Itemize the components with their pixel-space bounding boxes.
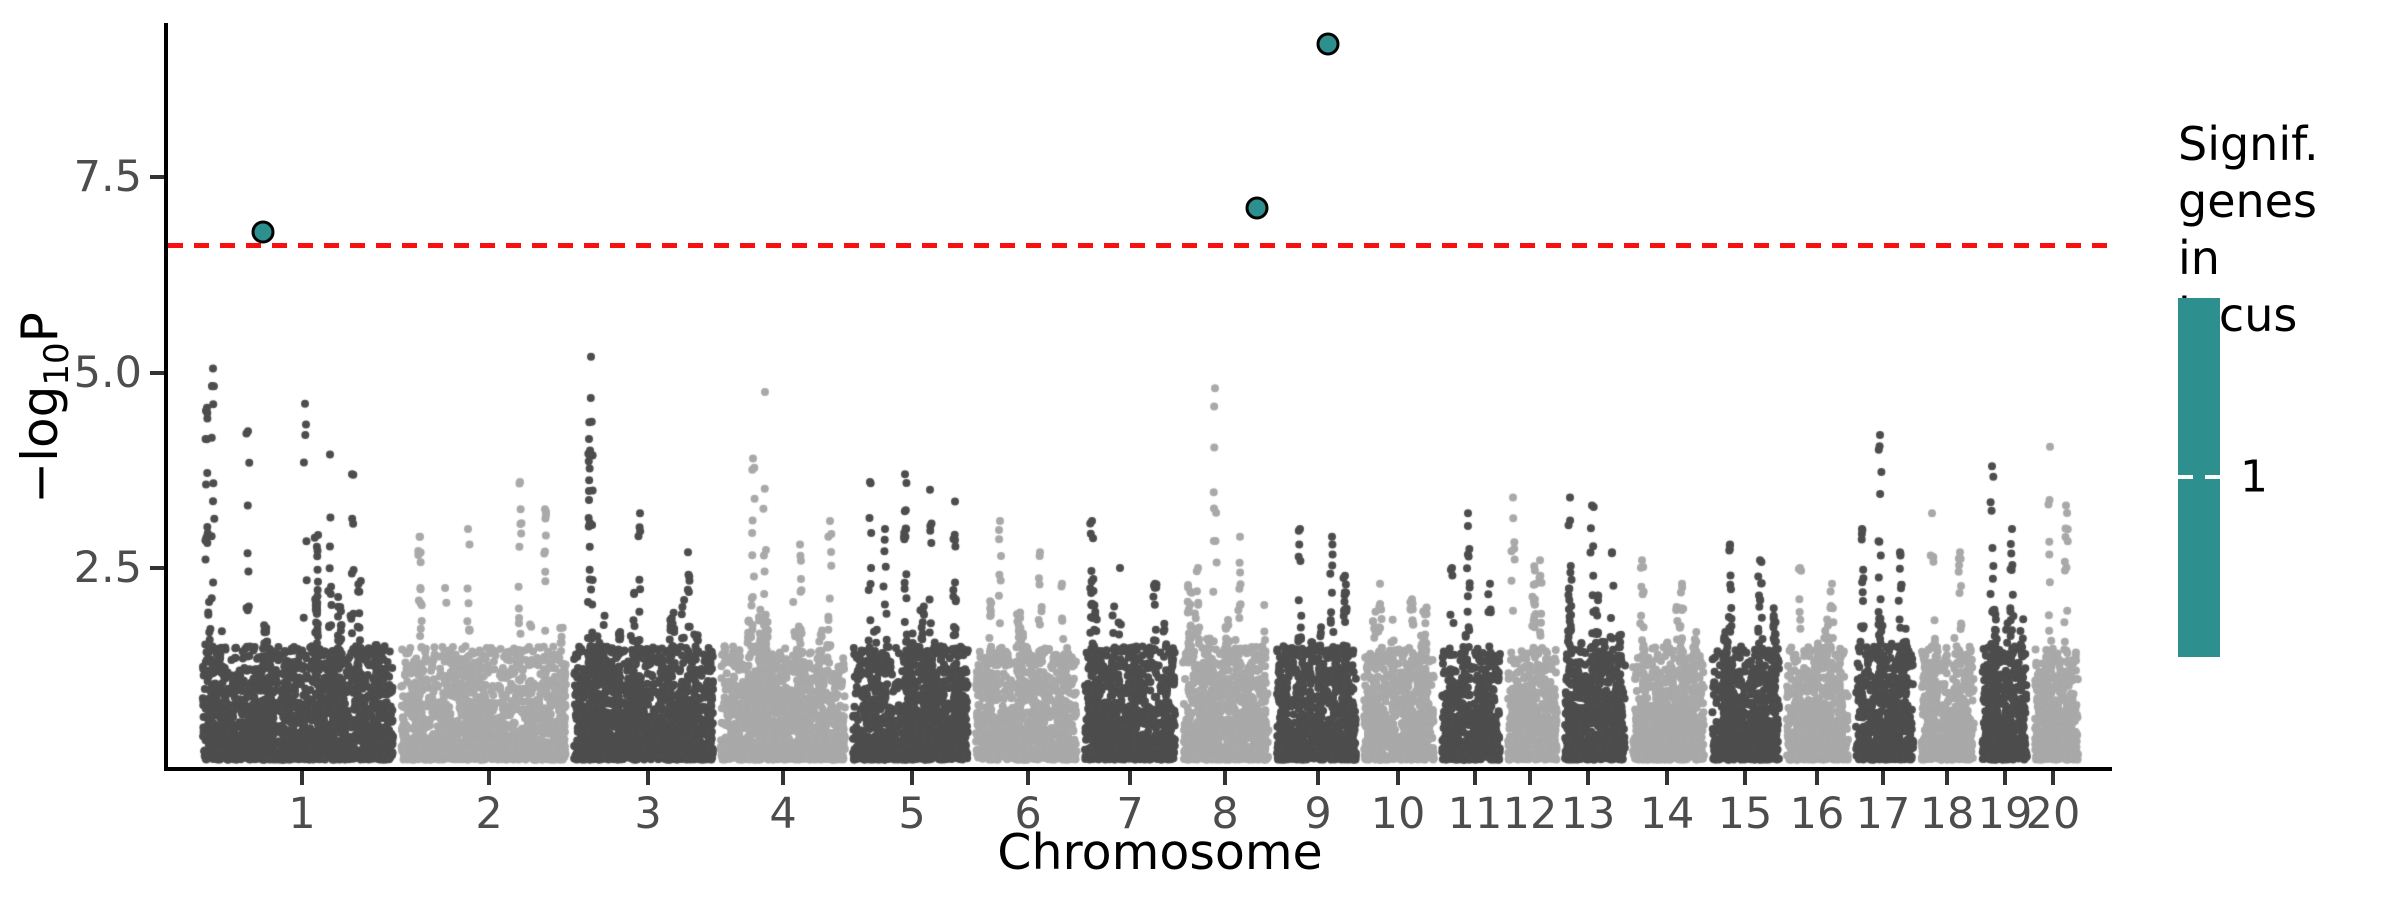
x-tick-label: 15 — [1717, 789, 1773, 839]
x-axis-line — [164, 767, 2112, 771]
y-axis-line — [164, 23, 168, 771]
x-tick-mark — [781, 771, 785, 785]
x-tick-mark — [910, 771, 914, 785]
x-tick-mark — [300, 771, 304, 785]
x-tick-mark — [1665, 771, 1669, 785]
x-tick-label: 3 — [634, 789, 662, 839]
x-tick-label: 9 — [1304, 789, 1332, 839]
x-tick-mark — [1815, 771, 1819, 785]
x-tick-mark — [646, 771, 650, 785]
x-tick-mark — [1026, 771, 1030, 785]
x-tick-label: 19 — [1977, 789, 2033, 839]
x-tick-mark — [1528, 771, 1532, 785]
x-tick-mark — [1473, 771, 1477, 785]
x-tick-label: 11 — [1447, 789, 1503, 839]
x-tick-label: 5 — [898, 789, 926, 839]
x-tick-label: 10 — [1370, 789, 1426, 839]
y-axis-title-subscript: 10 — [37, 342, 77, 386]
x-tick-label: 14 — [1639, 789, 1695, 839]
y-tick-label: 5.0 — [73, 347, 142, 398]
legend-title-line: Signif. — [2178, 117, 2319, 171]
x-tick-mark — [1396, 771, 1400, 785]
x-axis-title: Chromosome — [997, 824, 1323, 881]
y-tick-label: 2.5 — [73, 543, 142, 593]
x-tick-label: 16 — [1789, 789, 1845, 839]
x-tick-label: 1 — [288, 789, 316, 839]
x-tick-mark — [2051, 771, 2055, 785]
significant-point-chr1 — [251, 220, 275, 244]
x-tick-mark — [1945, 771, 1949, 785]
x-tick-label: 12 — [1502, 789, 1558, 839]
legend-tick-dash — [2178, 475, 2193, 479]
x-tick-mark — [1881, 771, 1885, 785]
x-tick-mark — [1316, 771, 1320, 785]
x-tick-label: 7 — [1116, 789, 1144, 839]
x-tick-label: 20 — [2025, 789, 2081, 839]
x-tick-mark — [487, 771, 491, 785]
x-tick-label: 8 — [1211, 789, 1239, 839]
significant-point-chr8 — [1245, 196, 1269, 220]
y-axis-title: −log10P — [11, 312, 77, 504]
significant-point-chr9 — [1316, 32, 1340, 56]
x-tick-mark — [1743, 771, 1747, 785]
x-tick-label: 4 — [769, 789, 797, 839]
x-tick-label: 17 — [1855, 789, 1911, 839]
x-tick-label: 6 — [1014, 789, 1042, 839]
y-tick-label: 7.5 — [73, 152, 142, 202]
x-tick-mark — [1586, 771, 1590, 785]
significance-threshold-line — [168, 243, 2110, 249]
legend-title-line: genes — [2178, 174, 2317, 229]
x-tick-label: 13 — [1560, 789, 1616, 839]
x-tick-label: 18 — [1919, 789, 1975, 839]
legend-tick-dash — [2205, 475, 2220, 479]
x-tick-mark — [1128, 771, 1132, 785]
y-axis-title-suffix: P — [11, 312, 69, 343]
x-tick-label: 2 — [475, 789, 503, 839]
legend-tick-label: 1 — [2240, 451, 2268, 503]
y-tick-mark — [150, 175, 164, 179]
y-tick-mark — [150, 370, 164, 375]
x-tick-mark — [2003, 771, 2007, 785]
y-tick-mark — [150, 566, 164, 570]
x-tick-mark — [1223, 771, 1227, 785]
y-axis-title-prefix: −log — [11, 385, 69, 504]
